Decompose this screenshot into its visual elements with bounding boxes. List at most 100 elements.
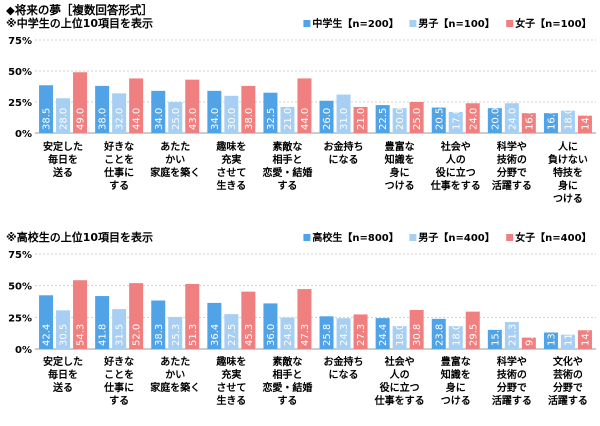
category-label-line: 活躍する	[492, 394, 532, 407]
data-label: 16.0	[546, 108, 557, 130]
y-tick-label: 50%	[8, 67, 32, 78]
bar	[241, 85, 256, 133]
bar	[392, 326, 407, 349]
bar	[431, 318, 446, 349]
bar	[521, 113, 536, 133]
category-label-line: 科学や	[497, 140, 527, 153]
category-label-line: ことを	[104, 369, 134, 381]
category-label: 素敵な相手と恋愛・結婚する	[262, 355, 312, 407]
bar	[297, 78, 312, 133]
category-label-line: 社会や	[384, 355, 415, 368]
data-label: 27.3	[356, 324, 367, 346]
bar	[112, 309, 127, 349]
category-label-line: 仕事に	[103, 381, 134, 394]
bar	[129, 283, 144, 349]
bar	[95, 296, 110, 349]
bar	[448, 326, 463, 349]
category-label: お金持ちになる	[324, 140, 364, 166]
category-label-line: 好きな	[103, 140, 134, 153]
category-label-line: 趣味を	[215, 140, 246, 153]
category-label-line: 技術の	[497, 368, 527, 381]
bar	[543, 113, 558, 133]
category-label-line: 送る	[52, 381, 73, 394]
category-label: 好きなことを仕事にする	[103, 355, 134, 407]
bar	[560, 110, 575, 133]
data-label: 9.0	[524, 330, 535, 346]
category-label: 趣味を充実させて生きる	[215, 140, 246, 192]
data-label: 44.0	[132, 108, 143, 130]
y-tick-label: 75%	[8, 36, 32, 47]
category-label-line: 知識を	[440, 368, 471, 381]
page-heading: ◆将来の夢［複数回答形式］	[6, 3, 153, 17]
category-label-line: かい	[165, 369, 185, 381]
category-label-line: 人に	[558, 140, 578, 153]
y-tick-label: 50%	[8, 282, 32, 293]
data-label: 31.5	[115, 324, 126, 346]
category-label-line: 豊富な	[441, 355, 471, 368]
data-label: 43.0	[188, 108, 199, 130]
data-label: 34.0	[154, 108, 165, 130]
category-label-line: 生きる	[216, 394, 246, 407]
category-label-line: お金持ち	[324, 140, 364, 153]
category-label: 安定した毎日を送る	[43, 140, 83, 179]
chart-title: ※中学生の上位10項目を表示	[6, 16, 153, 30]
data-label: 25.3	[171, 324, 182, 346]
chart-title: ※高校生の上位10項目を表示	[6, 230, 153, 244]
data-label: 30.5	[59, 324, 70, 346]
bar	[487, 108, 502, 133]
category-label: 豊富な知識を身につける	[384, 140, 415, 192]
data-label: 49.0	[76, 108, 87, 130]
category-label: 安定した毎日を送る	[43, 355, 83, 394]
bar	[56, 98, 71, 133]
category-label: 素敵な相手と恋愛・結婚する	[262, 140, 312, 192]
high-school-chart-panel: ※高校生の上位10項目を表示 高校生【n=800】 男子【n=400】 女子【n=40…	[6, 230, 596, 407]
data-label: 17.0	[451, 108, 462, 130]
legend-label: 男子【n=400】	[418, 231, 494, 244]
legend-swatch	[303, 234, 311, 241]
category-label-line: 安定した	[43, 355, 83, 368]
bar	[504, 322, 519, 349]
data-label: 32.5	[266, 108, 277, 130]
data-label: 38.5	[42, 108, 53, 130]
category-label-line: 知識を	[384, 153, 415, 166]
bar	[319, 100, 334, 133]
legend-label: 女子【n=100】	[515, 17, 591, 30]
category-label-line: 身に	[558, 179, 578, 192]
y-tick-label: 25%	[8, 98, 32, 109]
category-label-line: 相手と	[272, 153, 302, 166]
data-label: 45.3	[244, 324, 255, 346]
category-label-line: 毎日を	[48, 153, 78, 166]
bar	[431, 107, 446, 133]
category-label-line: ことを	[104, 154, 134, 166]
bar	[504, 103, 519, 133]
category-label-line: かい	[165, 154, 185, 166]
data-label: 18.0	[563, 108, 574, 130]
bar	[112, 93, 127, 133]
category-label-line: する	[109, 180, 129, 192]
data-label: 20.0	[395, 108, 406, 130]
data-label: 18.0	[395, 324, 406, 346]
category-label-line: になる	[329, 154, 359, 166]
data-label: 21.0	[356, 108, 367, 130]
data-label: 24.0	[507, 108, 518, 130]
category-label-line: する	[277, 180, 297, 192]
data-label: 38.0	[98, 108, 109, 130]
bar	[409, 102, 424, 133]
category-label-line: 役に立つ	[380, 381, 420, 394]
bar	[168, 102, 183, 133]
data-label: 25.8	[322, 324, 333, 346]
bar	[207, 302, 222, 349]
category-label-line: つける	[441, 395, 471, 407]
data-label: 36.0	[266, 324, 277, 346]
legend-label: 中学生【n=200】	[312, 17, 398, 30]
category-label-line: 仕事に	[103, 166, 134, 179]
category-label: 人に負けない特技を身につける	[548, 140, 588, 205]
data-label: 25.0	[171, 108, 182, 130]
category-label-line: 家庭を築く	[150, 381, 200, 394]
data-label: 42.4	[42, 324, 53, 346]
bar	[521, 337, 536, 349]
bar	[73, 280, 88, 349]
bar	[319, 316, 334, 349]
bar	[353, 314, 368, 349]
legend-swatch	[506, 20, 514, 27]
